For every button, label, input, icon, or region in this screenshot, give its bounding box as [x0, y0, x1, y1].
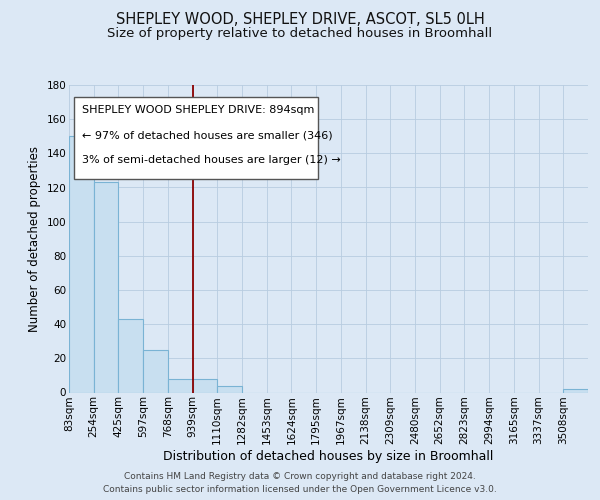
- Text: ← 97% of detached houses are smaller (346): ← 97% of detached houses are smaller (34…: [82, 130, 332, 140]
- Text: Contains public sector information licensed under the Open Government Licence v3: Contains public sector information licen…: [103, 485, 497, 494]
- Bar: [193, 379, 217, 392]
- Bar: [143, 350, 168, 393]
- X-axis label: Distribution of detached houses by size in Broomhall: Distribution of detached houses by size …: [163, 450, 494, 462]
- Text: Size of property relative to detached houses in Broomhall: Size of property relative to detached ho…: [107, 28, 493, 40]
- Bar: [217, 386, 242, 392]
- Text: SHEPLEY WOOD, SHEPLEY DRIVE, ASCOT, SL5 0LH: SHEPLEY WOOD, SHEPLEY DRIVE, ASCOT, SL5 …: [116, 12, 484, 28]
- Bar: [168, 379, 193, 392]
- Bar: [69, 136, 94, 392]
- Bar: [94, 182, 118, 392]
- Bar: [563, 389, 588, 392]
- FancyBboxPatch shape: [74, 98, 318, 179]
- Bar: [118, 319, 143, 392]
- Y-axis label: Number of detached properties: Number of detached properties: [28, 146, 41, 332]
- Text: SHEPLEY WOOD SHEPLEY DRIVE: 894sqm: SHEPLEY WOOD SHEPLEY DRIVE: 894sqm: [82, 105, 314, 115]
- Text: 3% of semi-detached houses are larger (12) →: 3% of semi-detached houses are larger (1…: [82, 156, 341, 166]
- Text: Contains HM Land Registry data © Crown copyright and database right 2024.: Contains HM Land Registry data © Crown c…: [124, 472, 476, 481]
